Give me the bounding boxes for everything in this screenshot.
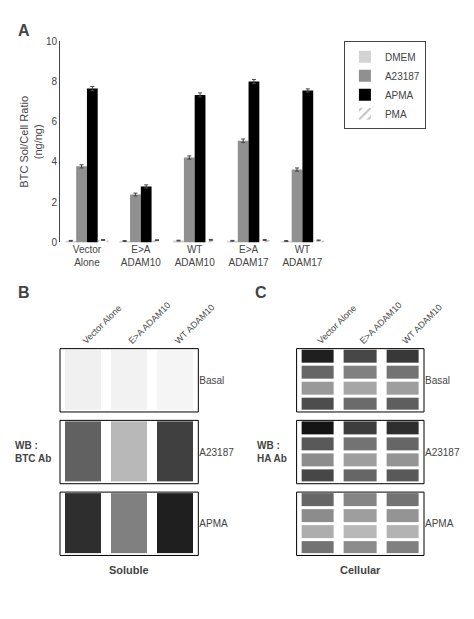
svg-text:4: 4 bbox=[51, 156, 57, 167]
svg-text:E>AADAM10: E>AADAM10 bbox=[121, 244, 161, 268]
svg-text:Vector Alone: Vector Alone bbox=[315, 303, 358, 346]
svg-text:2: 2 bbox=[51, 197, 57, 208]
svg-text:E>A ADAM10: E>A ADAM10 bbox=[127, 300, 173, 346]
svg-text:Basal: Basal bbox=[425, 375, 450, 386]
svg-text:WB :HA Ab: WB :HA Ab bbox=[257, 440, 287, 464]
svg-text:WB :BTC Ab: WB :BTC Ab bbox=[15, 440, 51, 464]
svg-text:APMA: APMA bbox=[385, 90, 414, 101]
svg-text:Basal: Basal bbox=[199, 375, 224, 386]
svg-text:C: C bbox=[255, 284, 267, 301]
svg-text:6: 6 bbox=[51, 116, 57, 127]
svg-text:E>AADAM17: E>AADAM17 bbox=[229, 244, 269, 268]
svg-text:WTADAM10: WTADAM10 bbox=[175, 244, 215, 268]
svg-text:VectorAlone: VectorAlone bbox=[73, 244, 102, 268]
svg-text:WT ADAM10: WT ADAM10 bbox=[173, 302, 217, 346]
svg-text:A23187: A23187 bbox=[385, 71, 420, 82]
svg-text:PMA: PMA bbox=[385, 109, 407, 120]
svg-text:BTC Sol/Cell Ratio(ng/ng): BTC Sol/Cell Ratio(ng/ng) bbox=[18, 96, 44, 188]
svg-text:Vector Alone: Vector Alone bbox=[81, 303, 124, 346]
svg-text:Soluble: Soluble bbox=[109, 564, 149, 576]
svg-text:0: 0 bbox=[51, 237, 57, 248]
svg-text:A23187: A23187 bbox=[199, 447, 234, 458]
svg-text:B: B bbox=[18, 284, 30, 301]
svg-text:10: 10 bbox=[46, 36, 58, 47]
svg-text:WTADAM17: WTADAM17 bbox=[282, 244, 322, 268]
svg-text:DMEM: DMEM bbox=[385, 52, 416, 63]
svg-text:Cellular: Cellular bbox=[340, 564, 381, 576]
svg-text:A: A bbox=[18, 22, 30, 39]
svg-text:8: 8 bbox=[51, 76, 57, 87]
svg-text:APMA: APMA bbox=[199, 518, 228, 529]
svg-text:E>A ADAM10: E>A ADAM10 bbox=[358, 300, 404, 346]
svg-text:WT ADAM10: WT ADAM10 bbox=[400, 302, 444, 346]
svg-text:APMA: APMA bbox=[425, 518, 454, 529]
svg-text:A23187: A23187 bbox=[425, 447, 460, 458]
